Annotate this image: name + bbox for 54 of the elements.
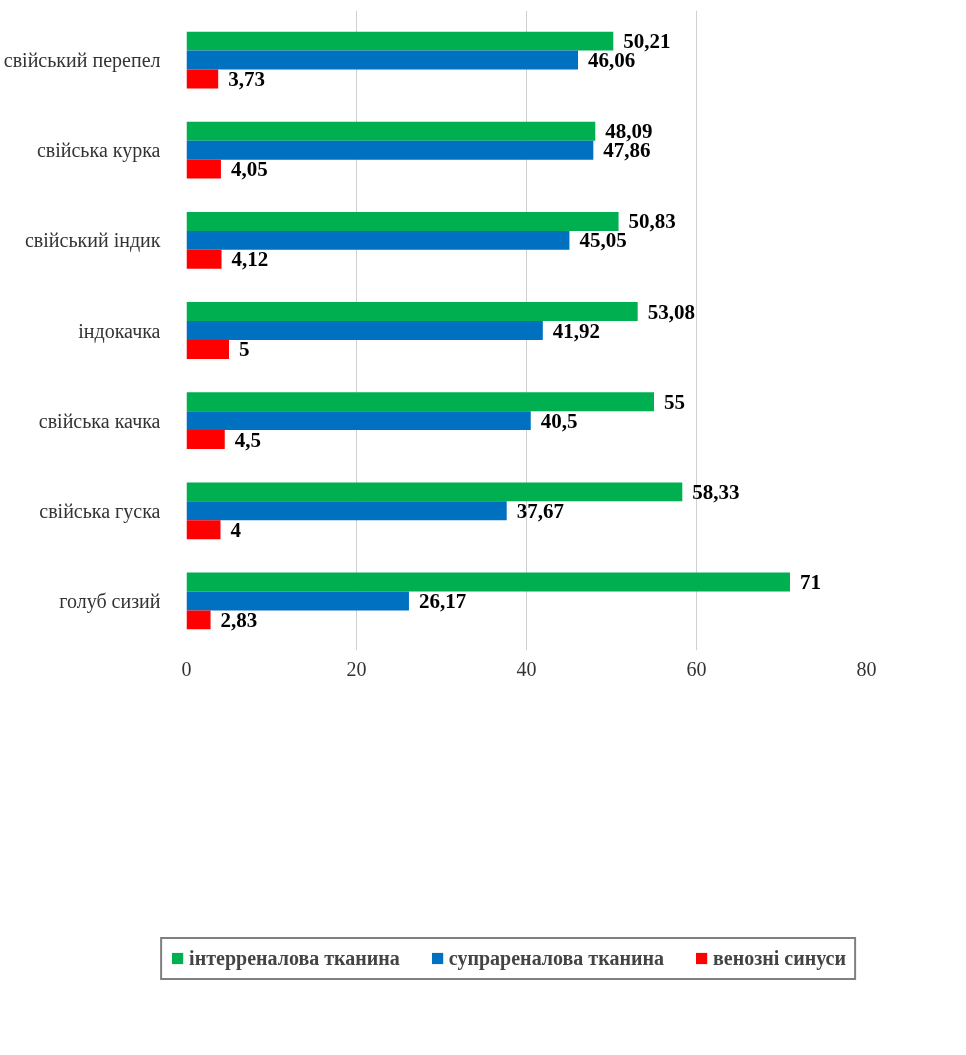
bar: [186, 31, 614, 51]
bar: [186, 50, 579, 70]
bar: [186, 610, 211, 630]
y-tick-label: голуб сизий: [59, 589, 161, 613]
y-tick-label: індокачка: [78, 319, 161, 343]
data-label: 41,92: [552, 318, 601, 343]
y-tick-label: свійський перепел: [3, 49, 161, 73]
bar: [186, 69, 219, 89]
x-tick-label: 60: [686, 657, 707, 680]
bar: [186, 482, 683, 502]
data-label: 26,17: [418, 588, 467, 613]
bar: [186, 430, 225, 450]
y-tick-label: свійська курка: [36, 139, 161, 163]
bar: [186, 572, 790, 592]
bar: [186, 249, 222, 269]
bar: [186, 392, 654, 412]
x-tick-label: 40: [516, 657, 537, 680]
x-tick-label: 20: [346, 657, 367, 680]
data-label: 40,5: [540, 408, 578, 433]
data-label: 2,83: [220, 607, 258, 632]
bar: [186, 159, 221, 179]
data-label: 4,12: [231, 247, 269, 272]
data-label: 55: [664, 389, 685, 414]
data-label: 45,05: [579, 228, 627, 253]
bar: [186, 211, 619, 231]
bar: [186, 339, 229, 359]
bar: [186, 501, 507, 521]
y-tick-label: свійська качка: [38, 409, 161, 432]
data-label: 71: [800, 569, 821, 594]
bar: [186, 230, 570, 250]
data-label: 3,73: [228, 67, 265, 92]
x-tick-label: 0: [181, 657, 192, 680]
x-tick-label: 80: [856, 657, 877, 680]
bar: [186, 411, 531, 431]
data-label: 5: [239, 337, 250, 362]
y-tick-label: свійська гуска: [39, 499, 161, 523]
data-label: 37,67: [516, 498, 564, 523]
bar: [186, 591, 409, 611]
y-tick-label: свійський індик: [24, 229, 161, 253]
data-label: 4: [230, 517, 242, 542]
legend-label: венозні синуси: [712, 946, 846, 970]
data-label: 58,33: [692, 479, 740, 504]
data-label: 53,08: [647, 299, 695, 324]
data-label: 50,83: [628, 209, 676, 234]
bar: [186, 321, 543, 340]
bar: [186, 520, 221, 540]
data-label: 48,09: [605, 119, 653, 144]
bar: [186, 140, 594, 160]
bar: [186, 302, 638, 322]
data-label: 4,05: [230, 157, 268, 182]
bar: [186, 121, 596, 141]
legend-label: інтерреналова тканина: [189, 946, 400, 970]
legend-label: супрареналова тканина: [448, 946, 664, 970]
data-label: 4,5: [234, 427, 261, 452]
